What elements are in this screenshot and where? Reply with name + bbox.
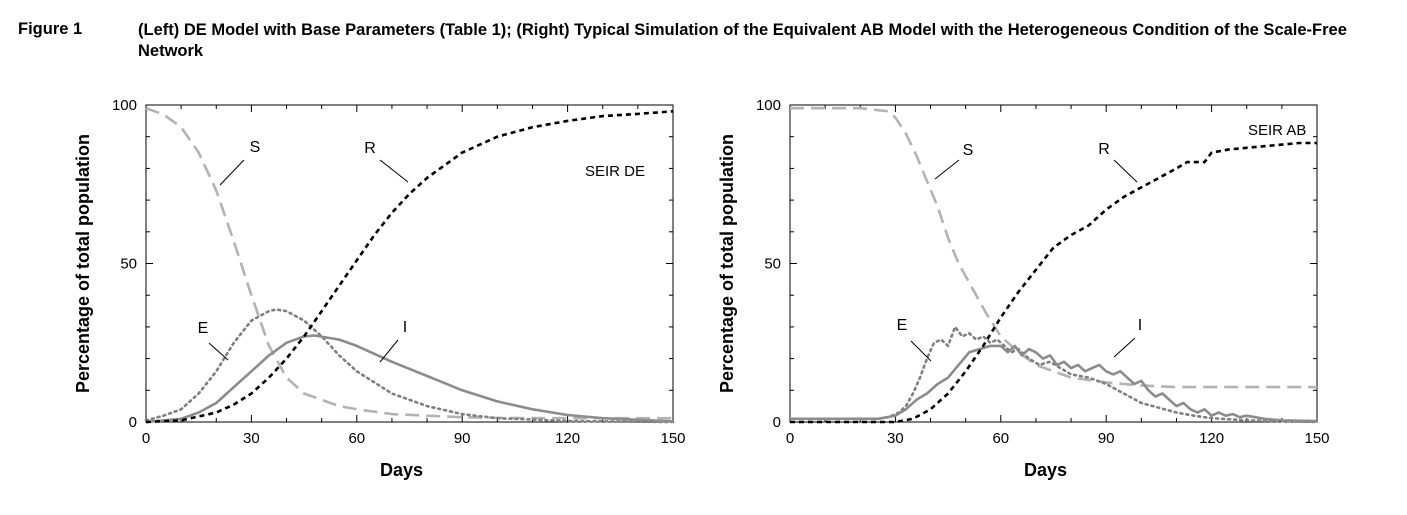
curve-leader-R (1113, 159, 1138, 183)
curve-label-R: R (1098, 141, 1110, 158)
curve-leader-E (208, 342, 229, 361)
x-tick-label: 150 (660, 430, 685, 447)
x-tick-label: 90 (454, 430, 471, 447)
series-line-I (145, 334, 674, 424)
curve-leader-I (379, 339, 399, 363)
curve-label-E: E (198, 320, 209, 337)
chart-panel-right: 0 30 60 90 120 150 0 50 100 Days Percentage of tot… (717, 97, 1330, 480)
y-tick-label: 50 (120, 256, 137, 273)
x-tick-label: 90 (1098, 430, 1115, 447)
plot-frame (145, 104, 674, 423)
x-axis-title: Days (380, 460, 423, 480)
y-tick-label: 0 (773, 414, 781, 431)
plot-frame (789, 104, 1318, 423)
x-tick-label: 0 (142, 430, 150, 447)
curve-leader-E (910, 340, 932, 362)
curve-leader-I (1113, 337, 1136, 358)
x-tick-label: 120 (555, 430, 580, 447)
y-tick-label: 100 (756, 97, 781, 114)
series-line-S (145, 106, 673, 420)
y-tick-label: 100 (112, 97, 137, 114)
caption-text: (Left) DE Model with Base Parameters (Ta… (138, 21, 1347, 60)
series-line-I (790, 344, 1318, 423)
x-tick-label: 30 (243, 430, 260, 447)
curve-leader-S (219, 159, 245, 186)
curve-label-S: S (250, 139, 261, 156)
series-line-S (790, 106, 1317, 389)
curve-leader-S (934, 159, 960, 180)
model-label: SEIR AB (1248, 122, 1306, 139)
series-line-E (144, 308, 675, 424)
series-line-R (790, 141, 1317, 424)
x-tick-label: 150 (1304, 430, 1329, 447)
y-axis-title: Percentage of total population (73, 134, 93, 393)
figure-label: Figure 1 (18, 20, 83, 38)
series-line-R (145, 110, 674, 424)
x-tick-label: 60 (348, 430, 365, 447)
x-axis-title: Days (1024, 460, 1067, 480)
curve-leader-R (379, 159, 409, 183)
y-tick-label: 50 (764, 256, 781, 273)
curve-label-E: E (897, 317, 908, 334)
x-tick-label: 30 (887, 430, 904, 447)
chart-panel-left: 0 30 60 90 120 150 0 50 100 Days Percentage of tot… (73, 97, 686, 480)
x-tick-label: 120 (1199, 430, 1224, 447)
curve-label-I: I (403, 319, 407, 336)
series-line-E (788, 325, 1319, 424)
curve-label-I: I (1138, 317, 1142, 334)
y-axis-title: Percentage of total population (717, 134, 737, 393)
curve-label-R: R (364, 140, 376, 157)
y-tick-label: 0 (129, 414, 137, 431)
x-tick-label: 0 (786, 430, 794, 447)
curve-label-S: S (963, 142, 974, 159)
model-label: SEIR DE (585, 163, 645, 180)
x-tick-label: 60 (992, 430, 1009, 447)
